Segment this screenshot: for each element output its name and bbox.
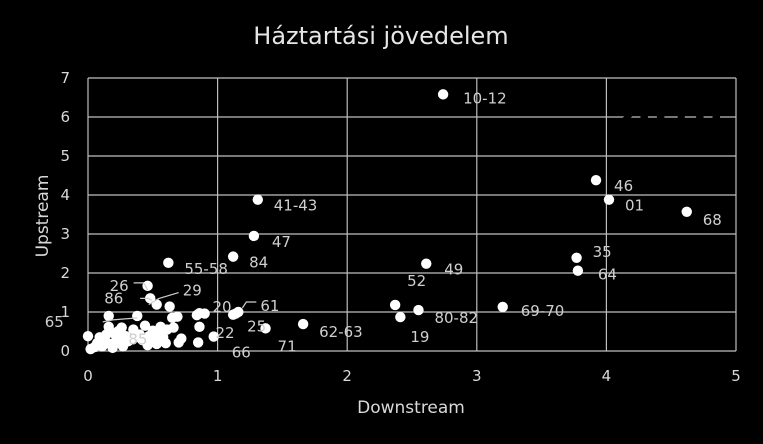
point-label-69-70: 69-70 bbox=[521, 302, 565, 320]
data-point-55-58 bbox=[163, 257, 174, 269]
data-point-41-43 bbox=[252, 194, 263, 205]
point-label-55-58: 55-58 bbox=[184, 260, 228, 278]
data-point-01 bbox=[603, 194, 615, 205]
point-label-35: 35 bbox=[593, 243, 612, 261]
point-label-41-43: 41-43 bbox=[274, 197, 318, 215]
data-point-25 bbox=[227, 309, 239, 320]
data-point bbox=[176, 333, 187, 344]
data-point bbox=[192, 337, 204, 348]
data-point-47 bbox=[248, 230, 260, 242]
point-label-66: 66 bbox=[232, 344, 251, 362]
data-point-46 bbox=[590, 174, 602, 186]
y-tick-label: 5 bbox=[60, 147, 70, 165]
data-point-69-70 bbox=[497, 301, 508, 313]
point-label-52: 52 bbox=[407, 272, 426, 290]
data-point-64 bbox=[572, 265, 584, 276]
data-point-65 bbox=[103, 310, 114, 322]
data-point-62-63 bbox=[297, 318, 309, 330]
y-tick-label: 1 bbox=[60, 303, 70, 321]
label-leader-line bbox=[133, 282, 149, 291]
point-label-29: 29 bbox=[183, 282, 202, 300]
year-label: 2010 bbox=[611, 95, 722, 141]
x-tick-label: 3 bbox=[472, 367, 482, 385]
data-point bbox=[139, 320, 151, 331]
y-tick-label: 0 bbox=[60, 342, 70, 360]
x-axis-ticks: 0 1 2 3 4 5 bbox=[83, 367, 741, 385]
label-leader-line bbox=[102, 317, 138, 323]
point-label-20: 20 bbox=[212, 298, 231, 316]
data-point bbox=[168, 322, 179, 333]
point-label-61: 61 bbox=[260, 297, 279, 315]
point-label-62-63: 62-63 bbox=[319, 323, 363, 341]
data-point bbox=[160, 338, 171, 349]
point-label-68: 68 bbox=[703, 211, 722, 229]
data-point-71 bbox=[260, 323, 271, 334]
data-point-20 bbox=[194, 307, 205, 319]
data-point-84 bbox=[227, 251, 239, 262]
point-label-01: 01 bbox=[625, 197, 644, 215]
y-tick-label: 6 bbox=[60, 108, 70, 126]
point-label-71: 71 bbox=[278, 337, 297, 355]
point-label-46: 46 bbox=[614, 177, 633, 195]
data-point bbox=[172, 311, 183, 322]
point-label-86: 86 bbox=[104, 289, 123, 307]
data-point-22 bbox=[194, 321, 205, 333]
x-tick-label: 1 bbox=[213, 367, 223, 385]
data-points bbox=[82, 89, 692, 355]
data-point-66 bbox=[208, 331, 219, 342]
y-tick-label: 7 bbox=[60, 69, 70, 87]
point-label-25: 25 bbox=[247, 318, 266, 336]
point-label-49: 49 bbox=[444, 261, 463, 279]
point-label-85: 85 bbox=[128, 331, 147, 349]
y-tick-label: 2 bbox=[60, 264, 70, 282]
data-point bbox=[164, 301, 175, 312]
point-label-47: 47 bbox=[272, 233, 291, 251]
x-axis-title: Downstream bbox=[357, 398, 465, 418]
x-tick-label: 0 bbox=[83, 367, 93, 385]
chart-title: Háztartási jövedelem bbox=[253, 22, 508, 50]
data-point-85 bbox=[115, 324, 126, 335]
label-leader-line bbox=[140, 297, 153, 301]
point-label-10-12: 10-12 bbox=[463, 89, 507, 107]
data-point bbox=[82, 330, 94, 342]
point-label-19: 19 bbox=[410, 328, 429, 346]
x-tick-label: 5 bbox=[731, 367, 741, 385]
grid bbox=[87, 77, 737, 352]
data-point-86 bbox=[145, 293, 156, 304]
point-label-64: 64 bbox=[598, 266, 617, 284]
data-point bbox=[151, 338, 162, 350]
data-point-26 bbox=[142, 280, 153, 292]
y-axis-ticks: 0 1 2 3 4 5 6 7 bbox=[60, 69, 70, 360]
point-label-84: 84 bbox=[249, 254, 268, 272]
data-point-80-82 bbox=[413, 304, 424, 316]
x-tick-label: 4 bbox=[602, 367, 612, 385]
point-label-65: 65 bbox=[45, 313, 64, 331]
data-point-52 bbox=[389, 299, 401, 311]
y-axis-title: Upstream bbox=[33, 175, 53, 258]
point-label-22: 22 bbox=[215, 324, 234, 342]
data-point bbox=[132, 310, 143, 322]
y-tick-label: 3 bbox=[60, 225, 70, 243]
leader-lines bbox=[102, 282, 257, 323]
point-label-26: 26 bbox=[110, 277, 129, 295]
data-point-19 bbox=[395, 311, 406, 323]
x-tick-label: 2 bbox=[342, 367, 352, 385]
data-point-10-12 bbox=[437, 89, 449, 100]
data-point-49 bbox=[421, 258, 432, 269]
data-point-35 bbox=[571, 252, 582, 263]
y-tick-label: 4 bbox=[60, 186, 70, 204]
label-leader-line bbox=[241, 301, 257, 309]
data-point-68 bbox=[681, 206, 692, 217]
point-label-80-82: 80-82 bbox=[434, 309, 478, 327]
label-leader-line bbox=[148, 292, 179, 306]
